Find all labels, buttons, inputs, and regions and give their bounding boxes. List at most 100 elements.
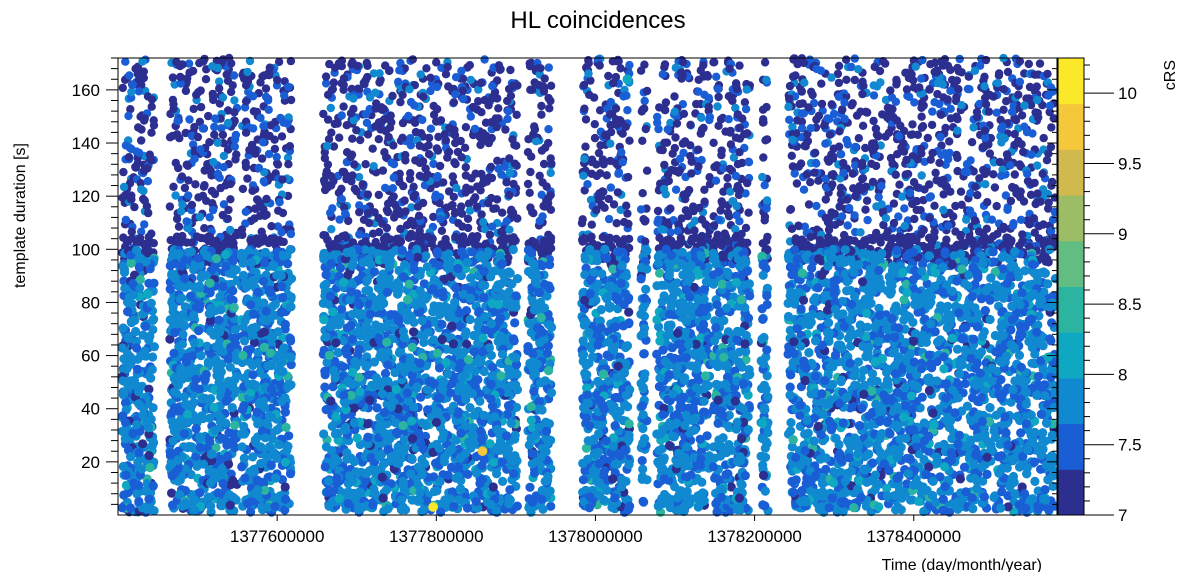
data-point — [432, 144, 441, 153]
data-point — [385, 66, 394, 76]
data-point — [362, 419, 372, 429]
data-point — [185, 115, 194, 124]
data-point — [186, 247, 196, 257]
data-point — [182, 160, 191, 169]
data-point — [141, 257, 151, 267]
data-point — [348, 134, 357, 143]
data-point — [343, 376, 353, 386]
data-point — [545, 104, 554, 113]
data-point — [230, 142, 239, 151]
data-point — [452, 183, 461, 193]
data-point — [169, 348, 179, 358]
data-point — [625, 136, 634, 145]
data-point — [117, 343, 127, 353]
data-point — [547, 159, 556, 168]
data-point — [479, 292, 489, 303]
data-point — [345, 471, 355, 481]
data-point — [417, 316, 427, 326]
data-point — [137, 185, 146, 194]
data-point — [221, 396, 231, 406]
data-point — [139, 166, 149, 175]
data-point — [398, 133, 407, 142]
data-point — [435, 477, 445, 487]
data-point — [120, 283, 130, 293]
data-point — [241, 162, 251, 172]
data-point — [504, 107, 513, 116]
data-point — [149, 342, 159, 352]
data-point — [354, 300, 365, 310]
data-point — [321, 332, 331, 342]
data-point — [189, 338, 199, 348]
data-point — [127, 87, 136, 97]
data-point — [535, 171, 544, 180]
data-point — [453, 471, 463, 481]
data-point — [523, 245, 534, 255]
data-point — [440, 495, 450, 505]
data-point — [446, 445, 456, 455]
data-point — [399, 272, 409, 282]
data-point — [544, 320, 554, 330]
chart-title: HL coincidences — [510, 7, 685, 34]
data-point — [251, 322, 261, 332]
data-point — [348, 171, 357, 180]
data-point — [415, 141, 424, 150]
data-point — [218, 281, 228, 291]
data-point — [219, 163, 228, 172]
data-point — [344, 216, 353, 226]
y-axis-title: template duration [s] — [12, 143, 29, 288]
data-point — [121, 470, 131, 480]
data-point — [172, 214, 182, 224]
data-point — [120, 434, 130, 444]
data-point — [421, 164, 430, 173]
data-point — [165, 284, 175, 294]
data-point — [441, 136, 451, 145]
data-point — [536, 64, 545, 73]
data-point — [345, 295, 355, 305]
data-point — [380, 368, 391, 379]
data-point — [349, 418, 359, 428]
data-point — [498, 476, 508, 486]
data-point — [125, 71, 134, 80]
data-point — [269, 447, 279, 458]
data-point — [248, 186, 257, 195]
data-point — [369, 267, 379, 277]
data-point — [176, 207, 186, 216]
data-point — [456, 358, 466, 368]
data-point — [320, 462, 330, 472]
data-point — [131, 326, 141, 337]
data-point — [215, 84, 224, 93]
data-point — [505, 168, 514, 178]
data-point — [379, 104, 388, 114]
data-point — [362, 275, 372, 285]
data-point — [320, 366, 330, 376]
data-point — [462, 257, 472, 267]
data-point — [624, 219, 633, 229]
data-point — [369, 357, 379, 367]
data-point — [120, 417, 131, 428]
data-point — [368, 229, 378, 238]
data-point — [168, 73, 178, 82]
data-point — [512, 369, 522, 379]
data-point — [127, 227, 136, 236]
data-point — [132, 343, 142, 353]
data-point — [546, 388, 557, 398]
data-point — [167, 270, 177, 280]
data-point — [511, 353, 521, 363]
data-point — [592, 206, 601, 215]
data-point — [121, 57, 130, 66]
data-point — [170, 318, 180, 328]
data-point — [458, 86, 467, 96]
data-point — [228, 256, 238, 266]
data-point — [323, 299, 333, 309]
data-point — [538, 504, 548, 514]
data-point — [596, 141, 605, 150]
data-point — [137, 136, 146, 145]
data-point — [132, 245, 142, 255]
data-point — [527, 449, 538, 459]
data-point — [171, 158, 180, 168]
data-point — [546, 81, 556, 91]
data-point — [479, 217, 488, 227]
data-point — [223, 145, 233, 154]
data-point — [147, 156, 156, 165]
data-point — [365, 395, 375, 405]
